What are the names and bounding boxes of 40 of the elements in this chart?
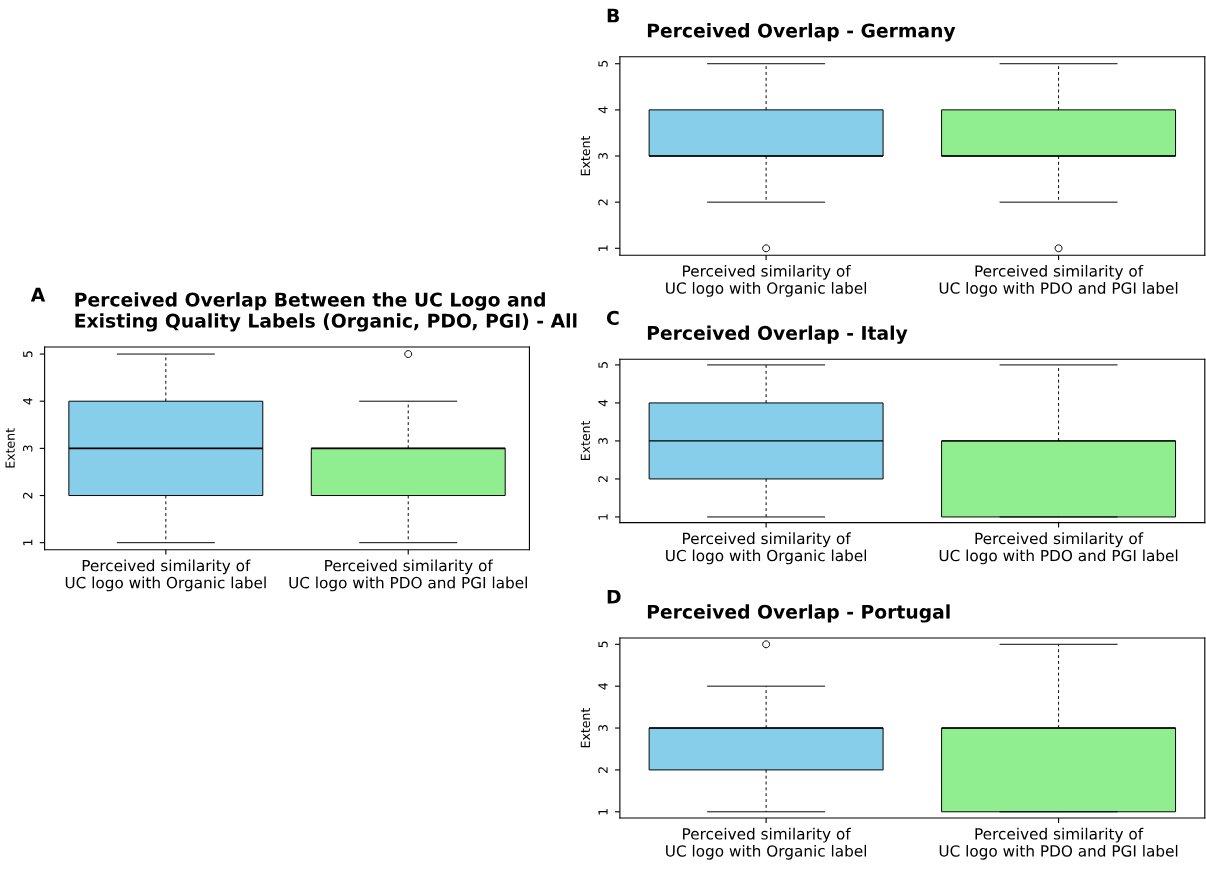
chart-title: Perceived Overlap - Germany: [647, 23, 956, 42]
x-tick-label: Perceived similarity of UC logo with Organic label: [666, 827, 867, 860]
y-tick-label: 3: [598, 153, 608, 160]
y-tick-label: 4: [598, 682, 608, 690]
x-tick-label: Perceived similarity of UC logo with PDO and PGI label: [939, 827, 1178, 860]
chart-title: Perceived Overlap Between the UC Logo and Existing Quality Labels (Organic, PDO, PGI) - All: [75, 292, 577, 332]
y-tick-label: 4: [23, 397, 33, 405]
y-tick-label: 3: [598, 725, 608, 732]
y-tick-label: 5: [23, 351, 33, 358]
y-tick-label: 2: [598, 476, 608, 482]
y-tick-label: 2: [598, 767, 608, 773]
y-tick-label: 1: [598, 514, 608, 520]
chart-title: Perceived Overlap - Italy: [647, 325, 908, 344]
y-axis-title: Extent: [5, 428, 15, 468]
text: A: [30, 287, 46, 302]
y-axis-title: Extent: [580, 707, 591, 748]
y-axis-title: Extent: [580, 135, 591, 176]
x-tick-label: Perceived similarity of UC logo with Organic label: [65, 559, 266, 592]
y-tick-label: 5: [598, 641, 608, 648]
y-tick-label: 3: [23, 445, 33, 452]
chart-title: Perceived Overlap - Portugal: [647, 604, 950, 623]
y-tick-label: 4: [598, 399, 608, 407]
x-tick-label: Perceived similarity of UC logo with Organic label: [666, 264, 867, 297]
y-tick-label: 2: [23, 492, 33, 499]
y-tick-label: 2: [598, 199, 608, 206]
text: D: [607, 589, 621, 604]
text: B: [607, 8, 619, 23]
y-tick-label: 1: [598, 245, 608, 251]
y-tick-label: 5: [598, 362, 608, 368]
y-tick-label: 1: [23, 539, 33, 546]
x-tick-label: Perceived similarity of UC logo with PDO and PGI label: [289, 559, 527, 592]
y-tick-label: 4: [598, 106, 608, 114]
x-tick-label: Perceived similarity of UC logo with PDO and PGI label: [939, 532, 1178, 565]
x-tick-label: Perceived similarity of UC logo with Organic label: [666, 532, 867, 565]
text: C: [606, 310, 619, 326]
y-tick-label: 1: [598, 808, 608, 815]
y-tick-label: 5: [598, 60, 608, 67]
y-axis-title: Extent: [580, 420, 591, 461]
y-tick-label: 3: [598, 437, 608, 444]
x-tick-label: Perceived similarity of UC logo with PDO and PGI label: [939, 264, 1178, 297]
